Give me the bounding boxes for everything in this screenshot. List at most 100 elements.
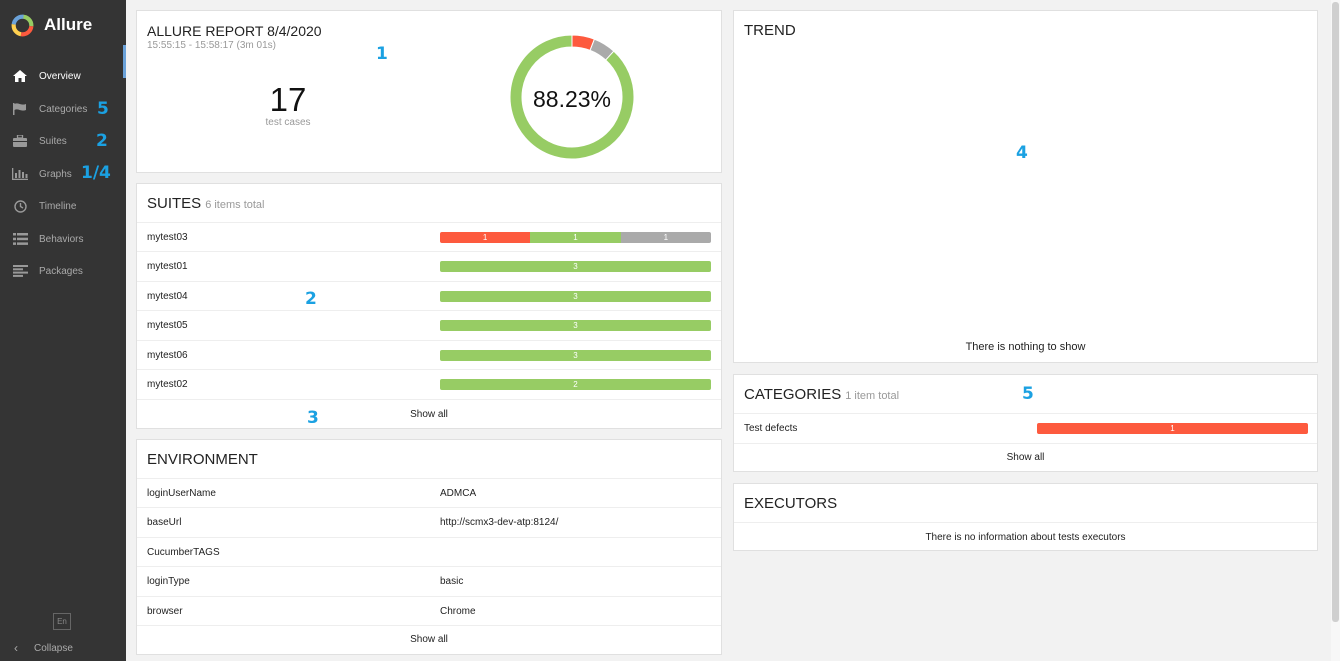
sidebar: Allure Overview Categories Suites Graphs… bbox=[0, 0, 126, 661]
active-indicator bbox=[123, 45, 126, 78]
annotation-label: 2 bbox=[96, 131, 108, 151]
category-row[interactable]: Test defects 1 bbox=[734, 413, 1317, 443]
categories-title: CATEGORIES 1 item total bbox=[744, 386, 899, 403]
categories-title-text: CATEGORIES bbox=[744, 386, 842, 403]
testcase-count: 17 bbox=[269, 81, 307, 118]
suite-row[interactable]: mytest06 3 bbox=[137, 340, 721, 370]
category-status-bar: 1 bbox=[1037, 423, 1308, 434]
align-left-icon bbox=[12, 264, 28, 278]
brand[interactable]: Allure bbox=[10, 11, 92, 39]
collapse-button[interactable]: ‹ Collapse bbox=[0, 639, 73, 657]
suite-name: mytest03 bbox=[147, 232, 188, 243]
passed-segment: 3 bbox=[440, 261, 711, 272]
app-title: Allure bbox=[44, 15, 93, 34]
annotation-label: 4 bbox=[1016, 143, 1028, 163]
annotation-label: 1 bbox=[376, 44, 388, 64]
annotation-label: 5 bbox=[1022, 384, 1034, 404]
environment-title: ENVIRONMENT bbox=[147, 451, 258, 468]
passed-segment: 1 bbox=[530, 232, 621, 243]
env-key: baseUrl bbox=[147, 517, 182, 528]
suites-title-text: SUITES bbox=[147, 195, 202, 212]
env-key: CucumberTAGS bbox=[147, 547, 220, 558]
suite-row[interactable]: mytest04 3 bbox=[137, 281, 721, 311]
donut-slice-passed[interactable] bbox=[509, 34, 635, 160]
suite-name: mytest05 bbox=[147, 320, 188, 331]
bar-chart-icon bbox=[12, 167, 28, 181]
suites-title: SUITES 6 items total bbox=[147, 195, 265, 212]
allure-logo-icon bbox=[11, 14, 34, 36]
success-percent: 88.23% bbox=[532, 86, 611, 112]
suite-status-bar: 3 bbox=[440, 261, 711, 272]
suite-name: mytest02 bbox=[147, 379, 188, 390]
chevron-left-icon: ‹ bbox=[14, 641, 18, 655]
suite-name: mytest06 bbox=[147, 350, 188, 361]
sidebar-item-suites[interactable]: Suites bbox=[0, 126, 126, 156]
flag-icon bbox=[12, 102, 28, 116]
report-title: ALLURE REPORT 8/4/2020 bbox=[147, 23, 322, 39]
sidebar-item-label: Packages bbox=[39, 265, 83, 277]
annotation-label: 1/4 bbox=[81, 163, 111, 183]
sidebar-item-label: Behaviors bbox=[39, 233, 84, 245]
executors-empty-row: There is no information about tests exec… bbox=[734, 522, 1317, 552]
suite-status-bar: 2 bbox=[440, 379, 711, 390]
sidebar-item-behaviors[interactable]: Behaviors bbox=[0, 224, 126, 254]
env-row: loginType basic bbox=[137, 566, 721, 596]
suite-status-bar: 1 1 1 bbox=[440, 232, 711, 243]
suites-show-all-link[interactable]: Show all bbox=[137, 399, 721, 430]
suite-row[interactable]: mytest03 1 1 1 bbox=[137, 222, 721, 252]
suites-widget: SUITES 6 items total mytest03 1 1 1 mytes… bbox=[136, 183, 722, 429]
environment-show-all-link[interactable]: Show all bbox=[137, 625, 721, 655]
list-icon bbox=[12, 232, 28, 246]
env-value: http://scmx3-dev-atp:8124/ bbox=[440, 517, 559, 528]
summary-widget: ALLURE REPORT 8/4/2020 15:55:15 - 15:58:… bbox=[136, 10, 722, 173]
passed-segment: 3 bbox=[440, 320, 711, 331]
annotation-label: 2 bbox=[305, 289, 317, 309]
failed-segment: 1 bbox=[440, 232, 531, 243]
sidebar-item-timeline[interactable]: Timeline bbox=[0, 191, 126, 221]
passed-segment: 2 bbox=[440, 379, 711, 390]
trend-widget: TREND There is nothing to show bbox=[733, 10, 1318, 363]
env-key: browser bbox=[147, 606, 183, 617]
vertical-scrollbar[interactable] bbox=[1331, 0, 1340, 661]
suites-count: 6 items total bbox=[205, 199, 265, 211]
suite-row[interactable]: mytest02 2 bbox=[137, 369, 721, 399]
testcase-count-label: test cases bbox=[265, 117, 311, 128]
categories-show-all-link[interactable]: Show all bbox=[734, 443, 1317, 473]
sidebar-item-overview[interactable]: Overview bbox=[0, 45, 126, 91]
sidebar-item-label: Categories bbox=[39, 103, 88, 115]
sidebar-item-label: Graphs bbox=[39, 168, 72, 180]
language-selector[interactable]: En bbox=[53, 613, 71, 630]
report-time: 15:55:15 - 15:58:17 (3m 01s) bbox=[147, 40, 276, 51]
briefcase-icon bbox=[12, 134, 28, 148]
executors-title: EXECUTORS bbox=[744, 495, 838, 512]
trend-title: TREND bbox=[744, 22, 796, 39]
clock-icon bbox=[12, 199, 28, 213]
sidebar-item-label: Overview bbox=[39, 70, 81, 82]
env-row: baseUrl http://scmx3-dev-atp:8124/ bbox=[137, 507, 721, 537]
executors-widget: EXECUTORS There is no information about … bbox=[733, 483, 1318, 551]
collapse-label: Collapse bbox=[34, 642, 73, 654]
scrollbar-thumb[interactable] bbox=[1332, 2, 1339, 622]
sidebar-item-label: Timeline bbox=[39, 200, 77, 212]
suite-name: mytest04 bbox=[147, 291, 188, 302]
env-row: browser Chrome bbox=[137, 596, 721, 626]
sidebar-item-categories[interactable]: Categories bbox=[0, 94, 126, 124]
categories-widget: CATEGORIES 1 item total Test defects 1 Sh… bbox=[733, 374, 1318, 472]
env-value: Chrome bbox=[440, 606, 476, 617]
trend-empty-message: There is nothing to show bbox=[965, 341, 1086, 353]
suite-status-bar: 3 bbox=[440, 320, 711, 331]
suite-row[interactable]: mytest01 3 bbox=[137, 251, 721, 281]
summary-donut-chart bbox=[509, 34, 635, 160]
sidebar-item-graphs[interactable]: Graphs bbox=[0, 159, 126, 189]
skipped-segment: 1 bbox=[620, 232, 711, 243]
suite-status-bar: 3 bbox=[440, 291, 711, 302]
sidebar-item-packages[interactable]: Packages bbox=[0, 256, 126, 286]
categories-count: 1 item total bbox=[845, 390, 900, 402]
env-row: CucumberTAGS bbox=[137, 537, 721, 567]
executors-empty-message: There is no information about tests exec… bbox=[925, 532, 1126, 543]
passed-segment: 3 bbox=[440, 291, 711, 302]
home-icon bbox=[12, 69, 28, 83]
failed-segment: 1 bbox=[1037, 423, 1308, 434]
suite-row[interactable]: mytest05 3 bbox=[137, 310, 721, 340]
env-value: basic bbox=[440, 576, 464, 587]
